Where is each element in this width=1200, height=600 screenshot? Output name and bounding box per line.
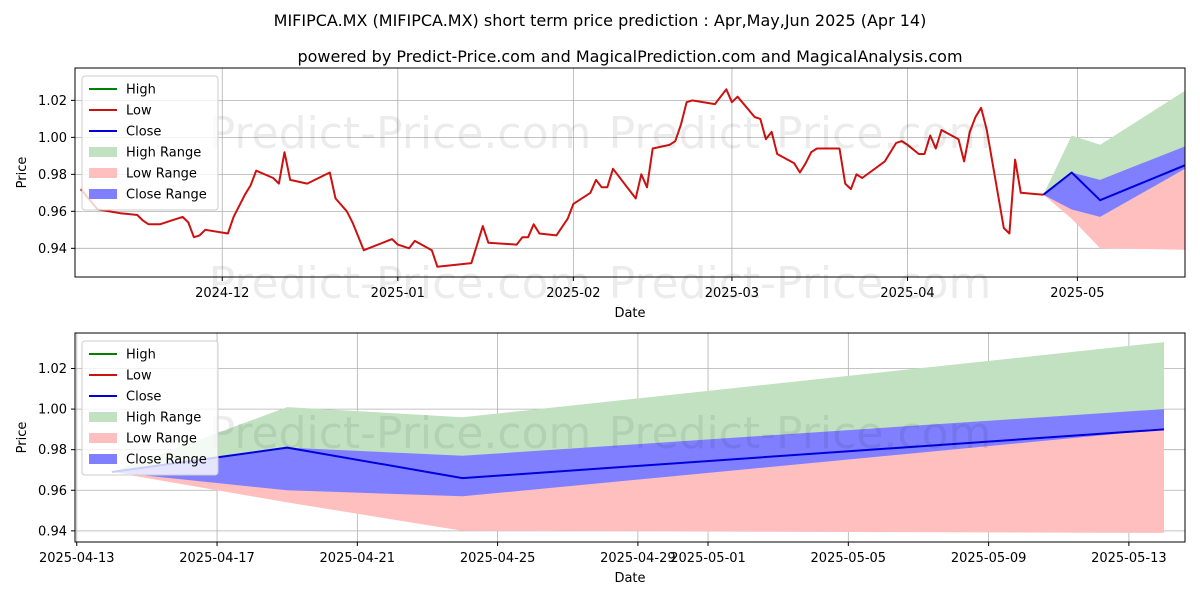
x-tick-label: 2025-05 [1050,286,1104,301]
x-tick-label: 2025-04-29 [600,551,676,566]
legend-swatch-high-range [89,147,117,157]
chart-subtitle: powered by Predict-Price.com and Magical… [297,47,962,66]
x-tick-label: 2025-02 [546,286,600,301]
x-tick-label: 2025-05-13 [1091,551,1167,566]
legend-label-close: Close [126,390,161,405]
y-tick-label: 0.94 [38,242,67,257]
close-range-area [1043,146,1185,217]
legend-label-high: High [126,83,156,98]
legend-label-high-range: High Range [126,411,201,426]
watermark-text: Predict-Price.com [609,108,992,159]
y-axis-label: Price [15,157,30,189]
x-tick-label: 2024-12 [195,286,249,301]
y-tick-label: 1.00 [38,403,67,418]
axes-frame [74,332,1186,543]
watermark-text: Predict-Price.com [209,258,592,309]
close-series-line [1042,164,1185,202]
legend-label-low: Low [126,104,152,119]
legend-swatch-low-range [89,433,117,443]
watermark-text: Predict-Price.com [609,408,992,459]
x-axis-label: Date [614,306,645,321]
x-axis-label: Date [614,571,645,586]
legend-label-high: High [126,348,156,363]
legend-label-close: Close [126,125,161,140]
x-tick-label: 2025-03 [705,286,759,301]
y-tick-label: 0.96 [38,205,67,220]
x-tick-label: 2025-04-17 [179,551,255,566]
x-tick-label: 2025-04-13 [39,551,115,566]
y-tick-label: 1.02 [38,94,67,109]
y-axis-label: Price [15,422,30,454]
x-tick-label: 2025-05-05 [811,551,887,566]
y-tick-label: 0.98 [38,168,67,183]
close-range-area [111,409,1164,497]
legend-label-low-range: Low Range [126,167,197,182]
x-tick-label: 2025-04-21 [320,551,396,566]
legend-label-low-range: Low Range [126,432,197,447]
axes-frame [74,67,1186,278]
legend: High Low Close High Range Low Range Close Ran… [81,340,219,476]
y-tick-label: 1.00 [38,131,67,146]
x-tick-label: 2025-04 [880,286,934,301]
chart-title: MIFIPCA.MX (MIFIPCA.MX) short term price… [274,11,927,30]
low-range-area [111,429,1164,533]
watermark-text: Predict-Price.com [209,408,592,459]
watermark-text: Predict-Price.com [209,108,592,159]
y-tick-label: 0.96 [38,484,67,499]
low-series-line [79,88,1044,268]
x-tick-label: 2025-04-25 [460,551,536,566]
watermark-text: Predict-Price.com [609,258,992,309]
legend-swatch-close-range [89,454,117,464]
legend-swatch-low-range [89,168,117,178]
legend-swatch-high-range [89,412,117,422]
legend-label-close-range: Close Range [126,453,207,468]
bottom-chart: Predict-Price.com Predict-Price.com 2025-0… [15,332,1186,586]
x-tick-label: 2025-05-09 [951,551,1027,566]
y-tick-label: 0.94 [38,524,67,539]
legend-label-low: Low [126,369,152,384]
legend: High Low Close High Range Low Range Close Ran… [81,75,219,211]
legend-swatch-close-range [89,189,117,199]
x-tick-label: 2025-05-01 [670,551,746,566]
plot-area [111,342,1165,533]
x-tick-label: 2025-01 [371,286,425,301]
plot-area [79,88,1185,268]
legend-label-close-range: Close Range [126,188,207,203]
top-chart: Predict-Price.com Predict-Price.com Predic… [15,67,1186,321]
legend-label-high-range: High Range [126,146,201,161]
y-tick-label: 1.02 [38,362,67,377]
y-tick-label: 0.98 [38,443,67,458]
